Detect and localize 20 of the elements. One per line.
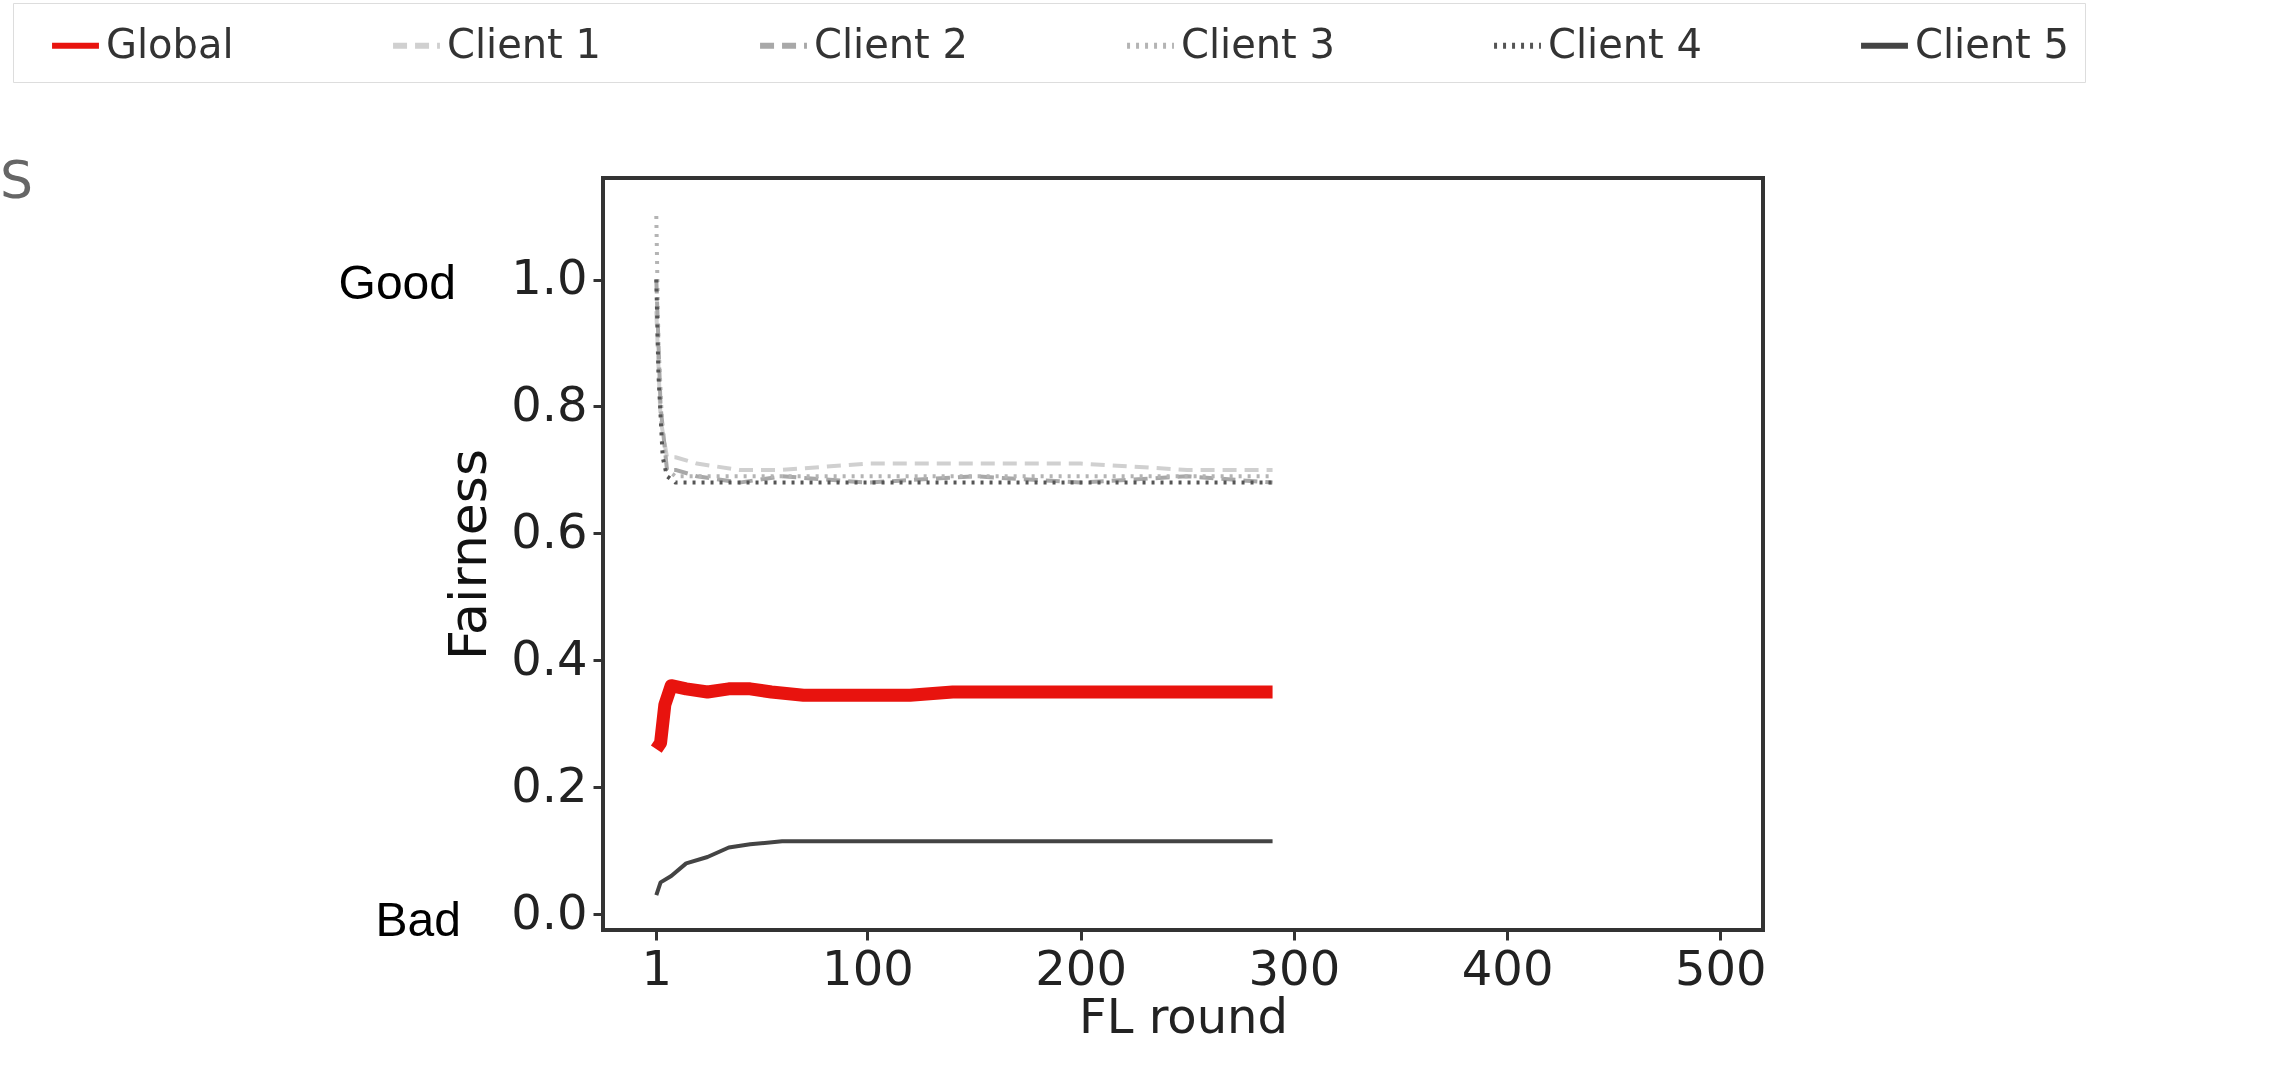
- y-tick-label: 0.0: [511, 883, 588, 940]
- text: S: [0, 150, 34, 210]
- legend-label: Global: [106, 20, 234, 67]
- x-tick-label: 500: [1675, 939, 1767, 996]
- y-tick-label: 0.8: [511, 375, 588, 432]
- x-tick-label: 400: [1461, 939, 1554, 996]
- legend-label: Client 1: [447, 20, 601, 67]
- legend-label: Client 5: [1915, 20, 2069, 67]
- y-tick-label: 1.0: [511, 249, 588, 306]
- x-tick-label: 100: [822, 939, 914, 996]
- x-tick-label: 1: [641, 939, 673, 996]
- legend-label: Client 3: [1181, 20, 1335, 67]
- legend-label: Client 2: [814, 20, 968, 67]
- legend-label: Client 4: [1548, 20, 1702, 67]
- y-tick-label: 0.4: [511, 629, 588, 686]
- y-axis-title: Fairness: [438, 448, 499, 661]
- y-tick-label: 0.2: [511, 756, 588, 813]
- y-tick-label: 0.6: [511, 502, 588, 559]
- text: Bad: [375, 892, 461, 947]
- text: Good: [338, 255, 456, 310]
